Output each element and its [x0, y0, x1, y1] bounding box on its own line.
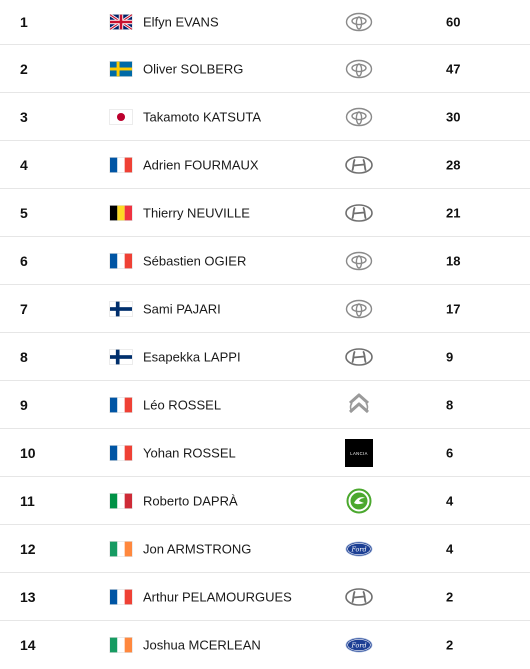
fr-flag-icon	[110, 157, 132, 172]
hyundai-logo-icon	[344, 150, 374, 180]
standings-row[interactable]: 13 Arthur PELAMOURGUES 2	[0, 573, 530, 621]
fr-flag-icon	[110, 253, 132, 268]
toyota-logo-icon	[344, 246, 374, 276]
lancia-logo-icon: LANCIA	[344, 438, 374, 468]
position-number: 3	[20, 108, 28, 125]
svg-text:Ford: Ford	[350, 641, 366, 649]
fi-flag-icon	[110, 349, 132, 364]
driver-name[interactable]: Sébastien OGIER	[143, 253, 247, 268]
standings-row[interactable]: 9 Léo ROSSEL 8	[0, 381, 530, 429]
driver-name[interactable]: Elfyn EVANS	[143, 14, 219, 30]
position-number: 13	[20, 588, 36, 605]
driver-name[interactable]: Adrien FOURMAUX	[143, 157, 259, 172]
position-number: 1	[20, 14, 28, 30]
points-value: 8	[446, 397, 454, 412]
driver-name[interactable]: Roberto DAPRÀ	[143, 493, 238, 508]
position-number: 11	[20, 492, 35, 509]
standings-row[interactable]: 10 Yohan ROSSEL LANCIA 6	[0, 429, 530, 477]
standings-row[interactable]: 8 Esapekka LAPPI 9	[0, 333, 530, 381]
driver-name[interactable]: Takamoto KATSUTA	[143, 109, 261, 124]
toyota-logo-icon	[344, 7, 374, 37]
standings-row[interactable]: 5 Thierry NEUVILLE 21	[0, 189, 530, 237]
position-number: 2	[20, 60, 28, 77]
fi-flag-icon	[110, 301, 132, 316]
points-value: 2	[446, 589, 454, 604]
points-value: 60	[446, 14, 461, 30]
standings-row[interactable]: 4 Adrien FOURMAUX 28	[0, 141, 530, 189]
driver-name[interactable]: Thierry NEUVILLE	[143, 205, 250, 220]
driver-name[interactable]: Léo ROSSEL	[143, 397, 222, 412]
position-number: 14	[20, 637, 36, 653]
standings-row[interactable]: 6 Sébastien OGIER 18	[0, 237, 530, 285]
toyota-logo-icon	[344, 102, 374, 132]
points-value: 4	[446, 541, 454, 556]
ie-flag-icon	[110, 541, 132, 556]
gb-flag-icon	[110, 14, 132, 30]
points-value: 6	[446, 445, 454, 460]
position-number: 10	[20, 444, 36, 461]
driver-name[interactable]: Oliver SOLBERG	[143, 61, 244, 76]
standings-row[interactable]: 12 Jon ARMSTRONG Ford 4	[0, 525, 530, 573]
ie-flag-icon	[110, 637, 132, 653]
be-flag-icon	[110, 205, 132, 220]
driver-name[interactable]: Arthur PELAMOURGUES	[143, 589, 292, 604]
svg-text:Ford: Ford	[350, 545, 366, 553]
hyundai-logo-icon	[344, 342, 374, 372]
position-number: 8	[20, 348, 28, 365]
driver-name[interactable]: Esapekka LAPPI	[143, 349, 241, 364]
se-flag-icon	[110, 61, 132, 76]
position-number: 4	[20, 156, 28, 173]
toyota-logo-icon	[344, 294, 374, 324]
points-value: 9	[446, 349, 454, 364]
standings-row[interactable]: 1 Elfyn EVANS 60	[0, 0, 530, 45]
standings-row[interactable]: 11 Roberto DAPRÀ 4	[0, 477, 530, 525]
citroen-logo-icon	[344, 390, 374, 420]
points-value: 4	[446, 493, 454, 508]
points-value: 30	[446, 109, 461, 124]
jp-flag-icon	[110, 109, 132, 124]
hyundai-logo-icon	[344, 582, 374, 612]
driver-name[interactable]: Jon ARMSTRONG	[143, 541, 252, 556]
points-value: 21	[446, 205, 461, 220]
fr-flag-icon	[110, 397, 132, 412]
standings-row[interactable]: 14 Joshua MCERLEAN Ford 2	[0, 621, 530, 669]
driver-name[interactable]: Yohan ROSSEL	[143, 445, 236, 460]
points-value: 18	[446, 253, 461, 268]
ford-logo-icon: Ford	[344, 534, 374, 564]
position-number: 12	[20, 540, 36, 557]
position-number: 7	[20, 300, 28, 317]
skoda-logo-icon	[344, 486, 374, 516]
driver-name[interactable]: Sami PAJARI	[143, 301, 221, 316]
it-flag-icon	[110, 493, 132, 508]
points-value: 2	[446, 637, 454, 653]
position-number: 5	[20, 204, 28, 221]
points-value: 28	[446, 157, 461, 172]
svg-text:LANCIA: LANCIA	[350, 451, 368, 456]
fr-flag-icon	[110, 445, 132, 460]
position-number: 9	[20, 396, 28, 413]
ford-logo-icon: Ford	[344, 630, 374, 660]
driver-name[interactable]: Joshua MCERLEAN	[143, 637, 261, 653]
toyota-logo-icon	[344, 54, 374, 84]
position-number: 6	[20, 252, 28, 269]
standings-row[interactable]: 3 Takamoto KATSUTA 30	[0, 93, 530, 141]
standings-row[interactable]: 7 Sami PAJARI 17	[0, 285, 530, 333]
points-value: 47	[446, 61, 461, 76]
fr-flag-icon	[110, 589, 132, 604]
standings-row[interactable]: 2 Oliver SOLBERG 47	[0, 45, 530, 93]
points-value: 17	[446, 301, 461, 316]
hyundai-logo-icon	[344, 198, 374, 228]
